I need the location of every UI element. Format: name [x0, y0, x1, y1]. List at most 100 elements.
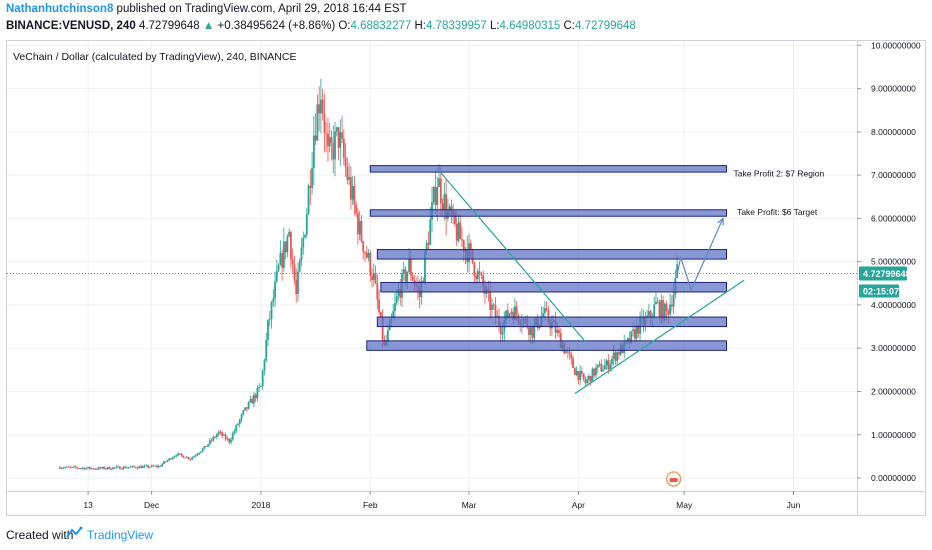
candle-body	[208, 440, 211, 445]
candle-body	[85, 468, 88, 470]
candle-body	[455, 224, 458, 241]
candle-body	[327, 133, 329, 147]
open-label: O:	[338, 20, 351, 32]
candle-body	[201, 448, 204, 452]
candle-body	[207, 444, 209, 447]
candle-body	[618, 351, 620, 355]
candle-body	[67, 466, 70, 468]
candle-body	[251, 398, 254, 404]
candle-body	[461, 239, 463, 241]
candle-body	[180, 454, 183, 456]
countdown-badge-text: 02:15:07	[863, 286, 899, 296]
candle-body	[568, 351, 571, 355]
candle-body	[73, 466, 75, 468]
published-text: published on TradingView.com, April 29, …	[116, 3, 407, 15]
candle-body	[196, 454, 199, 456]
candle-body	[309, 185, 312, 188]
candle-body	[605, 360, 608, 366]
chart-frame[interactable]: 10.00000000 9.00000000 8.00000000 7.0000000…	[6, 40, 926, 516]
candle-body	[653, 304, 656, 317]
price-chart[interactable]: 10.00000000 9.00000000 8.00000000 7.0000000…	[7, 41, 925, 515]
candle-body	[600, 363, 603, 372]
last-price-badge	[859, 266, 907, 281]
candle-body	[83, 467, 86, 470]
candle-body	[404, 269, 407, 282]
candle-body	[111, 467, 114, 470]
candle-body	[154, 465, 157, 467]
candle-body	[357, 213, 359, 235]
candle-body	[219, 431, 222, 433]
candle-body	[90, 468, 93, 470]
candle-body	[74, 466, 77, 468]
author-link[interactable]: Nathanhutchinson8	[6, 3, 114, 15]
candle-body	[245, 407, 248, 409]
candle-body	[87, 467, 90, 469]
zone-3-6	[376, 316, 728, 328]
candle-body	[88, 467, 91, 469]
candle-body	[575, 371, 578, 375]
candle-body	[392, 311, 395, 319]
candle-body	[491, 304, 493, 311]
candle-body	[150, 465, 153, 467]
tradingview-brand-link[interactable]: TradingView	[87, 528, 154, 542]
y-tick-label: 1.00000000	[871, 430, 916, 440]
candle-body	[607, 360, 610, 370]
candle-body	[602, 369, 604, 372]
candle-body	[531, 326, 534, 338]
candle-body	[584, 379, 587, 384]
candle-body	[127, 467, 130, 469]
candle-body	[510, 311, 513, 314]
candle-body	[469, 243, 472, 249]
candle-body	[96, 468, 98, 470]
open-value: 4.68832277	[350, 20, 412, 32]
candle-body	[454, 211, 456, 225]
candle-body	[175, 455, 178, 457]
candle-body	[545, 308, 548, 311]
candle-body	[512, 311, 515, 320]
candle-body	[508, 313, 511, 318]
candle-body	[579, 371, 582, 380]
candle-body	[104, 468, 107, 470]
candle-body	[212, 436, 215, 441]
countdown-badge	[859, 284, 899, 298]
candle-body	[360, 221, 363, 242]
candle-body	[556, 329, 559, 333]
candle-body	[648, 311, 650, 316]
candle-body	[499, 326, 502, 335]
candle-body	[184, 457, 187, 459]
candle-body	[459, 222, 462, 240]
candle-body	[662, 300, 664, 320]
candle-body	[295, 279, 298, 294]
candle-body	[424, 251, 426, 283]
candle-body	[328, 137, 331, 147]
candle-body	[244, 407, 246, 411]
candle-body	[249, 398, 252, 403]
created-with-text: Created with	[6, 528, 74, 542]
y-tick-label: 5.00000000	[871, 257, 916, 267]
y-tick-label: 6.00000000	[871, 213, 916, 223]
y-tick-label: 2.00000000	[871, 386, 916, 396]
candle-body	[182, 455, 185, 458]
candle-body	[263, 360, 266, 371]
candle-body	[616, 351, 619, 361]
candle-body	[217, 431, 220, 435]
candle-body	[223, 434, 225, 436]
high-value: 4.78339957	[425, 20, 487, 32]
candle-body	[143, 465, 146, 467]
candle-body	[265, 339, 268, 361]
candle-body	[323, 113, 326, 134]
candle-body	[670, 304, 673, 307]
candle-body	[528, 327, 530, 335]
candle-body	[462, 240, 465, 252]
candle-body	[432, 187, 435, 203]
candle-body	[353, 185, 356, 205]
candle-body	[133, 466, 135, 467]
x-tick-label: Feb	[363, 500, 378, 510]
candle-body	[408, 259, 410, 272]
last-price-badge-text: 4.72799648	[863, 269, 911, 279]
candle-body	[60, 468, 63, 469]
candle-body	[374, 273, 377, 283]
candle-body	[341, 132, 343, 139]
candle-body	[533, 324, 536, 338]
candle-body	[129, 466, 132, 468]
